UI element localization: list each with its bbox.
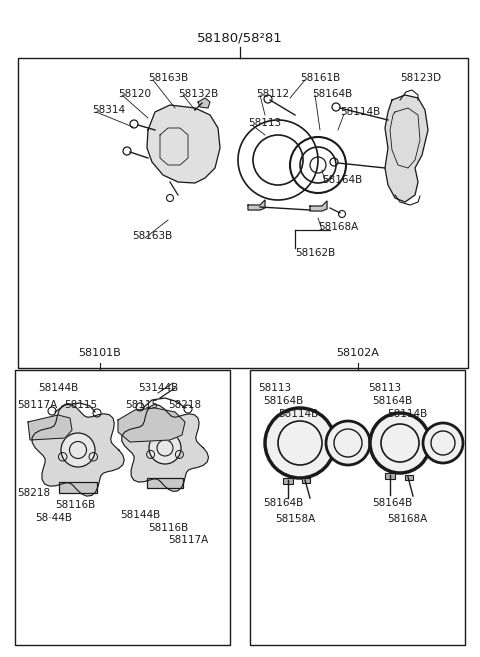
Text: 58112: 58112	[256, 89, 289, 99]
Text: 58117A: 58117A	[17, 400, 57, 410]
Circle shape	[370, 413, 430, 473]
Text: 58113: 58113	[248, 118, 281, 128]
Text: 58164B: 58164B	[263, 396, 303, 406]
Text: 58158A: 58158A	[275, 514, 315, 524]
Text: 58218: 58218	[17, 488, 50, 498]
Text: 58·44B: 58·44B	[35, 513, 72, 523]
Text: 58180/58²81: 58180/58²81	[197, 32, 283, 45]
Text: 58163B: 58163B	[148, 73, 188, 83]
Text: 58163B: 58163B	[132, 231, 172, 241]
Polygon shape	[122, 405, 208, 491]
Circle shape	[423, 423, 463, 463]
Bar	[283, 478, 293, 484]
Bar	[302, 478, 310, 483]
Text: 58114B: 58114B	[387, 409, 427, 419]
Text: 58144B: 58144B	[38, 383, 78, 393]
Text: 58115: 58115	[125, 400, 158, 410]
Text: 58116B: 58116B	[148, 523, 188, 533]
Polygon shape	[310, 201, 327, 211]
Text: 58162B: 58162B	[295, 248, 335, 258]
Text: 58164B: 58164B	[372, 498, 412, 508]
Circle shape	[326, 421, 370, 465]
Circle shape	[61, 433, 95, 467]
Text: 58117A: 58117A	[168, 535, 208, 545]
Text: 58114B: 58114B	[340, 107, 380, 117]
Text: 58114B: 58114B	[278, 409, 318, 419]
Text: 58116B: 58116B	[55, 500, 95, 510]
Text: 58120: 58120	[118, 89, 151, 99]
Text: 58123D: 58123D	[400, 73, 441, 83]
Text: 58115: 58115	[64, 400, 97, 410]
Circle shape	[149, 432, 181, 464]
Text: 53144B: 53144B	[138, 383, 178, 393]
Text: 58168A: 58168A	[387, 514, 427, 524]
Bar	[250, 370, 465, 645]
Text: 58144B: 58144B	[120, 510, 160, 520]
Bar	[15, 370, 230, 645]
Polygon shape	[28, 415, 72, 440]
Text: 58164B: 58164B	[322, 175, 362, 185]
Polygon shape	[147, 105, 220, 183]
Text: 58113: 58113	[258, 383, 291, 393]
Text: 58132B: 58132B	[178, 89, 218, 99]
Bar	[18, 58, 468, 368]
Bar	[405, 475, 413, 480]
Text: 58168A: 58168A	[318, 222, 358, 232]
Bar	[385, 473, 395, 479]
Text: 58113: 58113	[368, 383, 401, 393]
Bar	[59, 482, 97, 493]
Circle shape	[265, 408, 335, 478]
Polygon shape	[248, 200, 265, 210]
Polygon shape	[118, 408, 185, 442]
Text: 58101B: 58101B	[79, 348, 121, 358]
Text: 58164B: 58164B	[263, 498, 303, 508]
Text: 58164B: 58164B	[312, 89, 352, 99]
Polygon shape	[32, 404, 124, 496]
Polygon shape	[385, 95, 428, 202]
Bar	[147, 478, 183, 488]
Text: 58161B: 58161B	[300, 73, 340, 83]
Text: 58218: 58218	[168, 400, 201, 410]
Text: 58314: 58314	[92, 105, 125, 115]
Text: 58164B: 58164B	[372, 396, 412, 406]
Text: 58102A: 58102A	[336, 348, 379, 358]
Polygon shape	[198, 98, 210, 108]
